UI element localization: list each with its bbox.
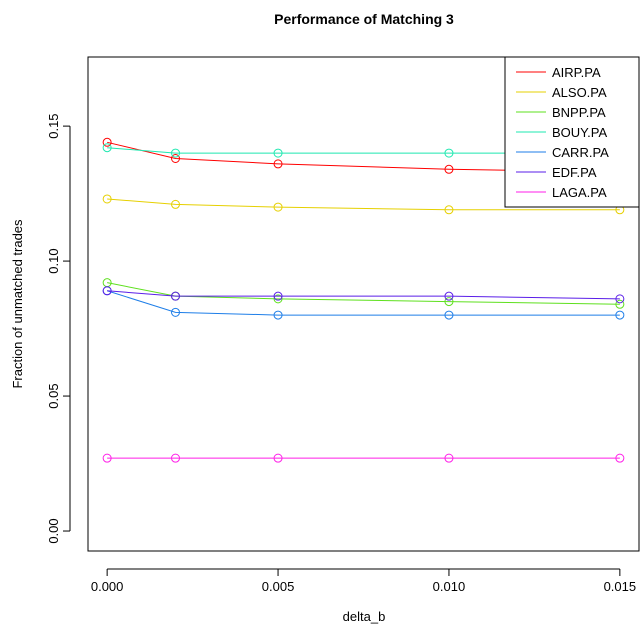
- point: [273, 294, 283, 304]
- point: [171, 291, 181, 301]
- point: [171, 453, 181, 463]
- series-line: [107, 282, 620, 305]
- point: [273, 148, 283, 158]
- y-tick-label: 0.05: [46, 383, 61, 408]
- series-line: [107, 198, 620, 211]
- point: [444, 453, 454, 463]
- point: [102, 143, 112, 153]
- legend-label: EDF.PA: [552, 165, 597, 180]
- y-tick-label: 0.00: [46, 518, 61, 543]
- series-line: [106, 290, 620, 316]
- point: [444, 297, 454, 307]
- point: [273, 310, 283, 320]
- point: [444, 291, 454, 301]
- point: [273, 159, 283, 169]
- legend-label: LAGA.PA: [552, 185, 607, 200]
- y-axis-label: Fraction of unmatched trades: [10, 219, 25, 389]
- x-tick-label: 0.005: [262, 579, 295, 594]
- legend-label: AIRP.PA: [552, 65, 601, 80]
- legend-label: BNPP.PA: [552, 105, 606, 120]
- point: [444, 205, 454, 215]
- point: [615, 310, 625, 320]
- point: [102, 137, 112, 147]
- point: [273, 202, 283, 212]
- point: [102, 453, 112, 463]
- legend-label: BOUY.PA: [552, 125, 607, 140]
- point: [615, 453, 625, 463]
- point: [102, 286, 112, 296]
- point: [273, 453, 283, 463]
- y-tick-label: 0.15: [46, 113, 61, 138]
- legend-label: ALSO.PA: [552, 85, 607, 100]
- point: [615, 299, 625, 309]
- series-line: [107, 290, 620, 300]
- point: [171, 148, 181, 158]
- legend-label: CARR.PA: [552, 145, 609, 160]
- point: [102, 194, 112, 204]
- point: [273, 291, 283, 301]
- point: [444, 310, 454, 320]
- point: [615, 294, 625, 304]
- x-axis-label: delta_b: [343, 609, 386, 624]
- x-tick-label: 0.010: [433, 579, 466, 594]
- point: [444, 164, 454, 174]
- point: [171, 307, 181, 317]
- x-tick-label: 0.000: [91, 579, 124, 594]
- point: [444, 148, 454, 158]
- y-tick-label: 0.10: [46, 248, 61, 273]
- plot-frame: [87, 56, 640, 552]
- chart-title: Performance of Matching 3: [274, 11, 454, 27]
- x-tick-label: 0.015: [604, 579, 637, 594]
- point: [171, 199, 181, 209]
- point: [171, 153, 181, 163]
